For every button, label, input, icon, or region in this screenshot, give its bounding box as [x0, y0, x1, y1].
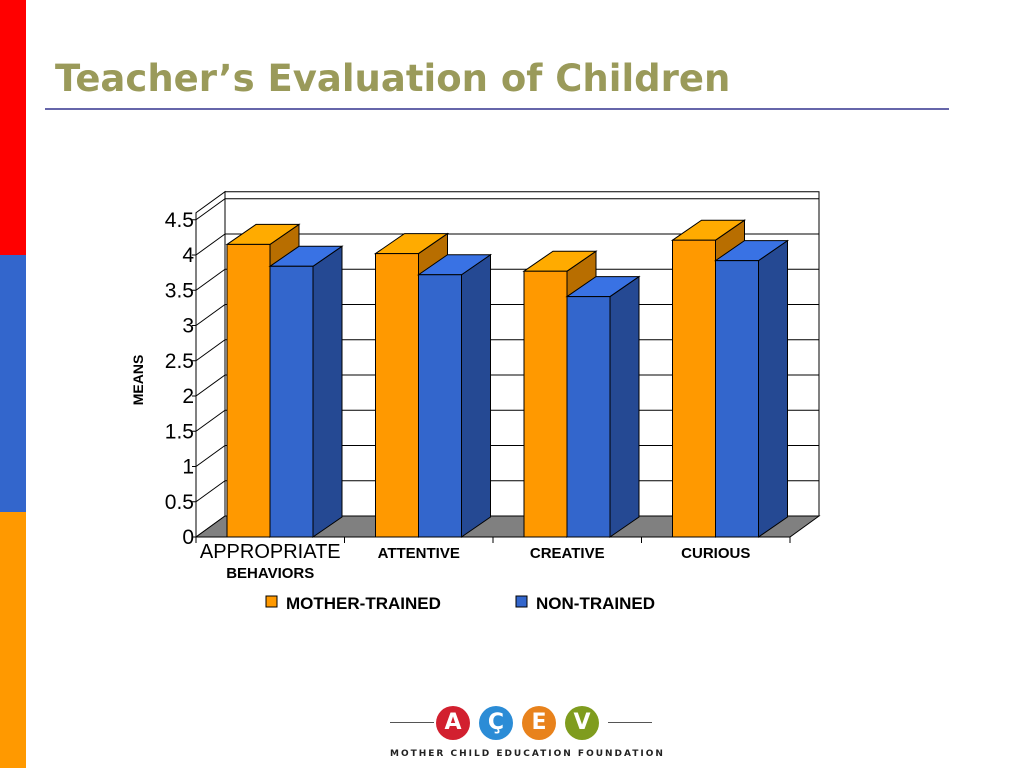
bar-non-trained-1-side — [461, 253, 491, 538]
bar-non-trained-3 — [715, 260, 759, 538]
y-tick-label: 3.5 — [165, 279, 194, 302]
y-axis-title: MEANS — [130, 355, 146, 406]
bar-non-trained-0 — [269, 265, 314, 538]
logo-caption: MOTHER CHILD EDUCATION FOUNDATION — [390, 749, 665, 759]
logo-letter-c: Ç — [479, 706, 513, 740]
side-stripe-blue — [0, 255, 26, 512]
chart-3d-bar: 0 0.5 1 1.5 2 2.5 3 3.5 4 4.5 MEANS APPROPRIATE BEHA… — [130, 190, 821, 613]
y-tick-label: 0 — [182, 526, 194, 549]
gridline-side — [195, 304, 226, 326]
y-tick-label: 0.5 — [165, 491, 194, 514]
gridline-side — [195, 233, 226, 256]
x-tick-label: CREATIVE — [530, 545, 605, 562]
y-tick-label: 4 — [182, 244, 194, 267]
gridline-side — [195, 409, 226, 432]
legend-swatch-non-trained — [515, 595, 528, 608]
bar-non-trained-1 — [418, 274, 462, 538]
slide-title: Teacher’s Evaluation of Children — [55, 57, 731, 100]
x-tick-label: ATTENTIVE — [378, 545, 460, 562]
y-tick-label: 1.5 — [165, 420, 194, 443]
legend-label-mother-trained: MOTHER-TRAINED — [286, 594, 441, 613]
bar-mother-trained-0 — [226, 243, 271, 538]
gridline-side — [195, 339, 226, 362]
logo-letter-a: A — [436, 706, 470, 740]
logo-line-right — [608, 722, 652, 723]
acev-logo: A Ç E V MOTHER CHILD EDUCATION FOUNDATIO… — [390, 704, 665, 766]
gridline-side — [195, 374, 226, 397]
legend-swatch-mother-trained — [265, 595, 278, 608]
chart-side-wall — [195, 190, 226, 538]
bar-non-trained-0-side — [312, 245, 343, 538]
bar-mother-trained-3 — [672, 239, 716, 538]
y-tick-label: 4.5 — [165, 209, 194, 232]
gridline-side — [195, 268, 226, 291]
side-stripe-orange — [0, 512, 26, 768]
x-tick-label: BEHAVIORS — [226, 565, 314, 582]
bar-non-trained-2-side — [609, 275, 640, 538]
bar-mother-trained-2 — [523, 270, 568, 538]
gridline-side — [195, 445, 226, 467]
title-rule — [45, 108, 949, 110]
logo-letter-v: V — [565, 706, 599, 740]
logo-letter-e: E — [522, 706, 556, 740]
legend-label-non-trained: NON-TRAINED — [536, 594, 655, 613]
y-tick-label: 1 — [182, 456, 194, 479]
gridline-side — [195, 480, 226, 503]
y-tick-label: 2 — [182, 385, 194, 408]
x-tick-label: APPROPRIATE — [200, 541, 341, 563]
bar-non-trained-3-side — [758, 239, 788, 538]
bar-non-trained-2 — [566, 296, 611, 538]
y-tick-label: 2.5 — [165, 350, 194, 373]
gridline-side — [195, 198, 226, 221]
y-tick-label: 3 — [182, 315, 194, 338]
bar-mother-trained-1 — [375, 253, 419, 538]
logo-line-left — [390, 722, 434, 723]
side-stripe-red — [0, 0, 26, 255]
x-tick-label: CURIOUS — [681, 545, 750, 562]
